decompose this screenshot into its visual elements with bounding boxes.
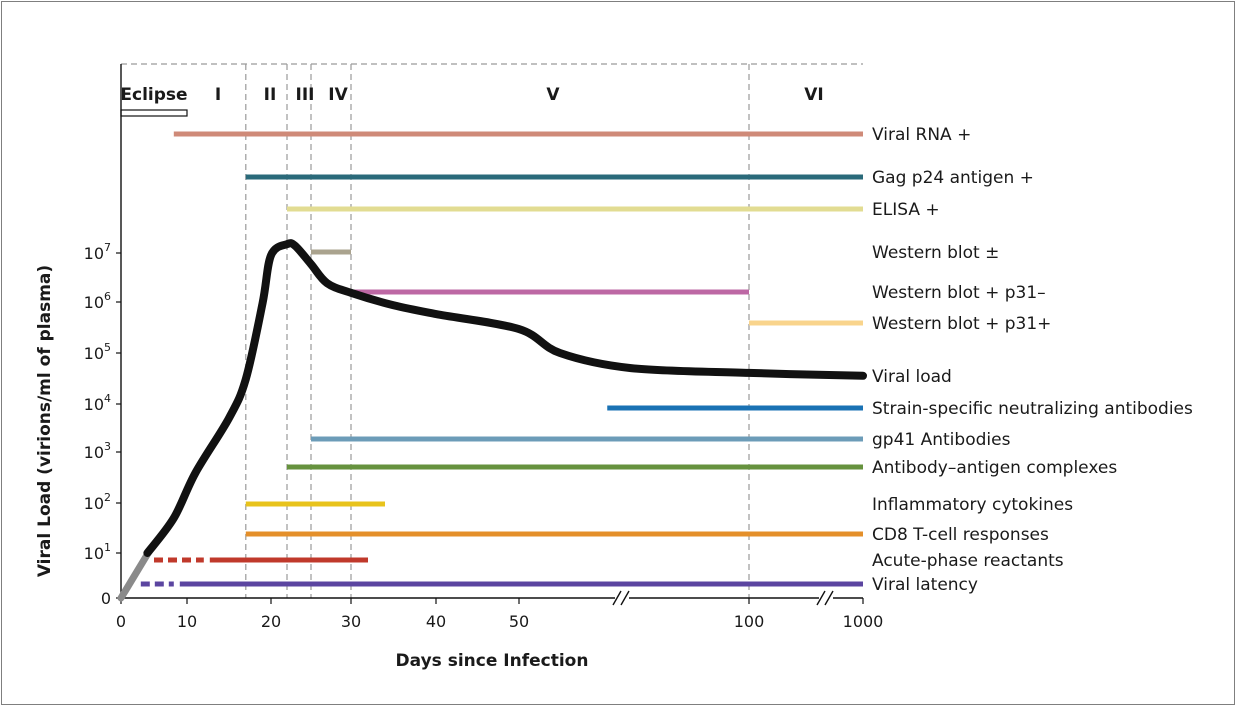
marker-label-12: Viral latency xyxy=(872,575,978,595)
stage-label-3: III xyxy=(296,85,315,105)
stage-label-4: IV xyxy=(328,85,348,105)
y-tick-label-3: 103 xyxy=(84,440,111,462)
y-axis-title: Viral Load (virions/ml of plasma) xyxy=(35,265,55,577)
x-tick-label-0: 0 xyxy=(116,612,126,631)
marker-label-4: Western blot + p31– xyxy=(872,283,1046,303)
marker-label-6: Strain-specific neutralizing antibodies xyxy=(872,399,1193,419)
viral-load-early-segment xyxy=(117,547,153,602)
marker-label-8: Antibody–antigen complexes xyxy=(872,458,1117,478)
x-tick-label-4: 40 xyxy=(426,612,446,631)
marker-label-11: Acute-phase reactants xyxy=(872,551,1064,571)
axis-break-slash-a-0 xyxy=(612,590,622,606)
marker-label-9: Inflammatory cytokines xyxy=(872,495,1073,515)
axis-break-slash-a-1 xyxy=(816,590,826,606)
x-tick-label-3: 30 xyxy=(341,612,361,631)
x-axis-title: Days since Infection xyxy=(396,651,589,671)
viral-load-line xyxy=(143,239,867,557)
stage-label-2: II xyxy=(264,85,277,105)
stage-label-6: VI xyxy=(804,85,823,105)
x-tick-label-1: 10 xyxy=(177,612,197,631)
marker-label-1: Gag p24 antigen + xyxy=(872,168,1034,188)
marker-label-3: Western blot ± xyxy=(872,243,999,263)
x-tick-label-2: 20 xyxy=(261,612,281,631)
x-tick-label-7: 1000 xyxy=(843,612,884,631)
marker-label-2: ELISA + xyxy=(872,200,940,220)
y-tick-label-2: 102 xyxy=(84,491,111,513)
stage-label-0: Eclipse xyxy=(120,85,187,105)
viral-load-label: Viral load xyxy=(872,367,952,387)
marker-label-5: Western blot + p31+ xyxy=(872,314,1051,334)
y-tick-label-7: 107 xyxy=(84,241,111,263)
stage-label-1: I xyxy=(215,85,221,105)
marker-label-0: Viral RNA + xyxy=(872,125,971,145)
eclipse-bracket xyxy=(120,109,188,117)
y-tick-label-4: 104 xyxy=(84,392,111,414)
y-tick-label-0: 0 xyxy=(101,589,111,608)
y-tick-label-5: 105 xyxy=(84,341,111,363)
stage-label-5: V xyxy=(546,85,560,105)
y-tick-label-1: 101 xyxy=(84,541,111,563)
marker-label-10: CD8 T-cell responses xyxy=(872,525,1049,545)
axis-break-slash-b-1 xyxy=(824,590,834,606)
y-tick-label-6: 106 xyxy=(84,290,111,312)
x-tick-label-6: 100 xyxy=(734,612,765,631)
axis-break-slash-b-0 xyxy=(620,590,630,606)
marker-label-7: gp41 Antibodies xyxy=(872,430,1011,450)
x-tick-label-5: 50 xyxy=(509,612,529,631)
